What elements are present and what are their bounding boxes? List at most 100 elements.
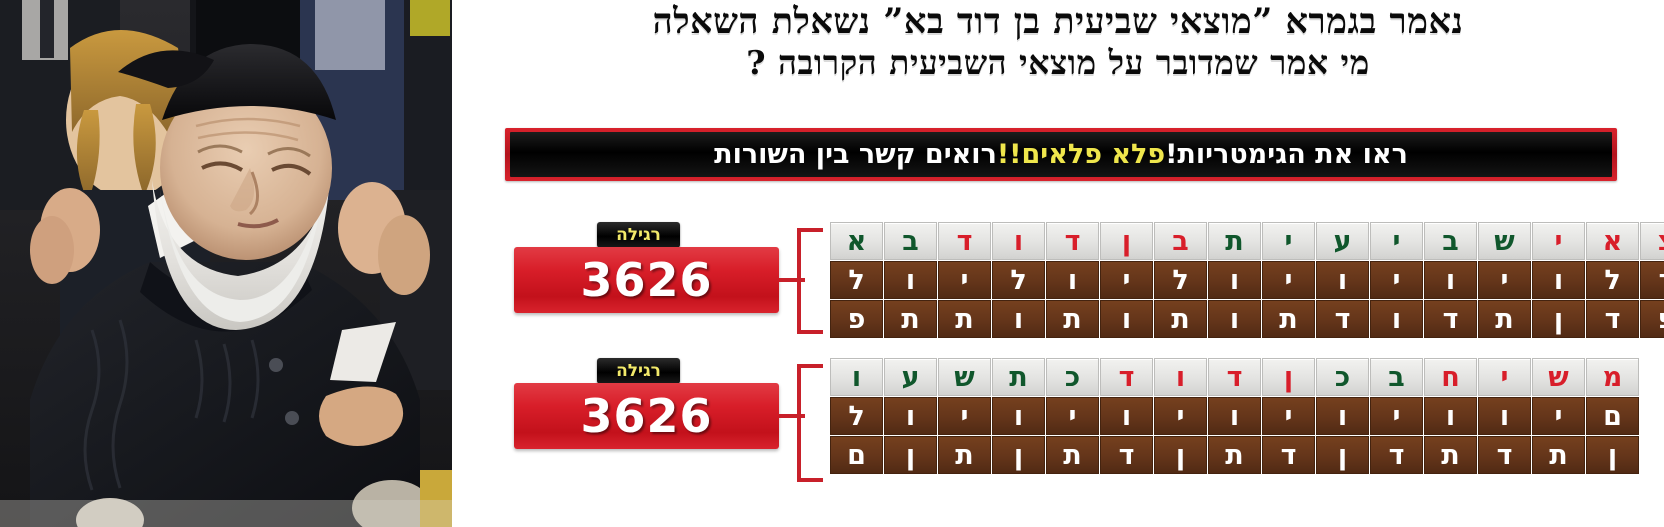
letter-cell: ן: [992, 436, 1045, 474]
letter-cell: ן: [1262, 358, 1315, 396]
letter-cell: א: [830, 222, 883, 260]
method-badge-label: רגילה: [616, 361, 661, 381]
letter-cell: ד: [1586, 300, 1639, 338]
letter-cell: ד: [1424, 300, 1477, 338]
letter-cell: כ: [1046, 358, 1099, 396]
letter-cell: מ: [1586, 358, 1639, 396]
letter-cell: ב: [884, 222, 937, 260]
letter-cell: ד: [1100, 436, 1153, 474]
letter-cell: ד: [1208, 358, 1261, 396]
letter-cell: ל: [830, 397, 883, 435]
letter-cell: ת: [938, 300, 991, 338]
letter-cell: ו: [1478, 397, 1531, 435]
headline-line-2: מי אמר שמדובר על מוצאי השביעית הקרובה ?: [746, 43, 1370, 83]
letter-cell: ו: [1424, 261, 1477, 299]
letter-cell: ו: [1100, 300, 1153, 338]
letter-cell: י: [1532, 397, 1585, 435]
letter-cell: י: [1370, 261, 1423, 299]
letter-cell: ת: [1208, 222, 1261, 260]
callout-banner-frame: ראו את הגימטריות! פלא פלאים!! רואים קשר …: [505, 128, 1617, 181]
letter-cell: א: [1586, 222, 1639, 260]
letter-cell: ו: [992, 397, 1045, 435]
letter-cell: ב: [1370, 358, 1423, 396]
page-title: נאמר בגמרא ”מוצאי שביעית בן דוד בא” נשאל…: [452, 2, 1664, 82]
letter-cell: ן: [1532, 300, 1585, 338]
letter-cell: י: [1046, 397, 1099, 435]
letter-cell: ח: [1424, 358, 1477, 396]
letter-cell: ת: [1262, 300, 1315, 338]
letter-row: ויפדןתדודתותותותתפ: [830, 300, 1664, 339]
letter-cell: ו: [1316, 261, 1369, 299]
letter-cell: ד: [1640, 261, 1664, 299]
letter-cell: ת: [1478, 300, 1531, 338]
letter-cell: ת: [1046, 436, 1099, 474]
letter-cell: ד: [1262, 436, 1315, 474]
banner-text-left: רואים קשר בין השורות: [714, 139, 997, 170]
gematria-value: 3626: [580, 389, 713, 443]
gematria-value-plate: 3626: [514, 247, 779, 313]
letter-cell: י: [1262, 397, 1315, 435]
letter-cell: ב: [1154, 222, 1207, 260]
banner-text-highlight: פלא פלאים!!: [996, 139, 1166, 170]
letter-cell: ש: [1532, 358, 1585, 396]
method-badge-label: רגילה: [616, 225, 661, 245]
letter-cell: ל: [992, 261, 1045, 299]
letter-cell: ו: [1370, 300, 1423, 338]
letter-cell: י: [1262, 261, 1315, 299]
letter-cell: ן: [1316, 436, 1369, 474]
letter-cell: ת: [1154, 300, 1207, 338]
gematria-value-plate: 3626: [514, 383, 779, 449]
gematria-panel: נאמר בגמרא ”מוצאי שביעית בן דוד בא” נשאל…: [452, 0, 1664, 527]
method-badge: רגילה: [597, 222, 680, 248]
connector-line: [779, 278, 805, 282]
letter-cell: ם: [830, 436, 883, 474]
letter-row: םידלויויויוליוליול: [830, 261, 1664, 300]
letter-cell: ת: [1208, 436, 1261, 474]
letter-cell: צ: [1640, 222, 1664, 260]
letter-cell: ד: [1046, 222, 1099, 260]
callout-banner: ראו את הגימטריות! פלא פלאים!! רואים קשר …: [510, 132, 1612, 177]
connector-line: [779, 414, 805, 418]
letter-cell: ד: [938, 222, 991, 260]
letter-cell: ת: [1424, 436, 1477, 474]
letter-cell: ד: [1316, 300, 1369, 338]
letter-cell: ן: [884, 436, 937, 474]
letter-cell: י: [1478, 261, 1531, 299]
bracket-icon: [797, 228, 823, 334]
letter-cell: ו: [1316, 397, 1369, 435]
letter-cell: ו: [1100, 397, 1153, 435]
letter-grid: מוצאישביעיתבןדודבאםידלויויויוליוליולויפד…: [830, 222, 1664, 339]
letter-cell: ל: [1154, 261, 1207, 299]
letter-cell: ו: [830, 358, 883, 396]
letter-cell: י: [1478, 358, 1531, 396]
headline-line-1: נאמר בגמרא ”מוצאי שביעית בן דוד בא” נשאל…: [652, 1, 1464, 42]
letter-cell: ו: [992, 222, 1045, 260]
letter-cell: ש: [1478, 222, 1531, 260]
letter-cell: י: [1532, 222, 1585, 260]
letter-cell: ע: [884, 358, 937, 396]
letter-cell: ן: [1100, 222, 1153, 260]
letter-cell: ו: [1208, 261, 1261, 299]
letter-cell: י: [1154, 397, 1207, 435]
letter-cell: י: [1370, 397, 1423, 435]
method-badge: רגילה: [597, 358, 680, 384]
letter-cell: ו: [1208, 300, 1261, 338]
rabbi-photo: [0, 0, 452, 527]
letter-cell: ו: [1532, 261, 1585, 299]
letter-cell: ו: [1046, 261, 1099, 299]
letter-cell: ד: [1100, 358, 1153, 396]
letter-cell: ו: [1154, 358, 1207, 396]
letter-cell: י: [938, 261, 991, 299]
letter-cell: ו: [1424, 397, 1477, 435]
gematria-value: 3626: [580, 253, 713, 307]
letter-cell: ב: [1424, 222, 1477, 260]
letter-cell: ם: [1586, 397, 1639, 435]
letter-cell: כ: [1316, 358, 1369, 396]
letter-cell: ת: [1532, 436, 1585, 474]
letter-cell: י: [1262, 222, 1315, 260]
